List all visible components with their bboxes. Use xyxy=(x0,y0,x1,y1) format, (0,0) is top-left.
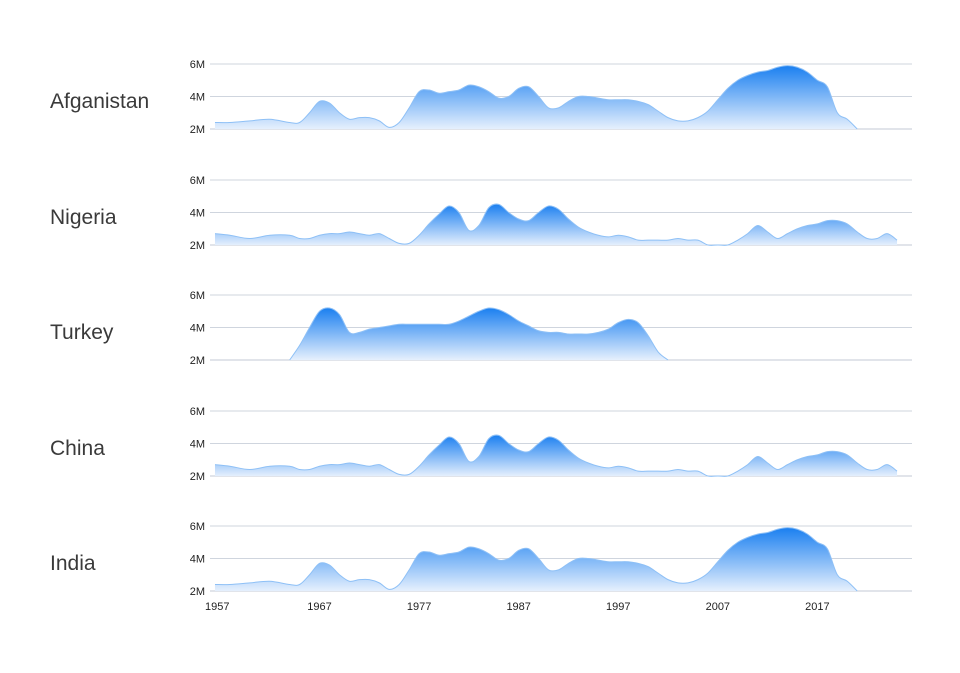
y-tick-label: 6M xyxy=(190,521,205,533)
series-area xyxy=(214,435,898,477)
y-tick-label: 2M xyxy=(190,355,205,367)
panel-nigeria: 2M 4M 6M Nigeria xyxy=(50,175,912,252)
y-tick-label: 2M xyxy=(190,124,205,136)
y-tick-label: 6M xyxy=(190,175,205,187)
x-tick-label: 1967 xyxy=(307,601,331,613)
x-tick-label: 1977 xyxy=(407,601,431,613)
panel-turkey: 2M 4M 6M Turkey xyxy=(50,290,912,367)
chart-panels: 2M 4M 6M Afganistan 2M 4M 6M Nigeria 2M 4M 6M Turke… xyxy=(50,59,912,598)
series-label: China xyxy=(50,437,105,460)
series-area xyxy=(214,527,858,591)
y-tick-label: 6M xyxy=(190,290,205,302)
series-label: India xyxy=(50,552,96,575)
series-line xyxy=(289,307,669,361)
y-tick-label: 4M xyxy=(190,554,205,566)
panel-afganistan: 2M 4M 6M Afganistan xyxy=(50,59,912,136)
y-tick-label: 6M xyxy=(190,406,205,418)
x-tick-label: 1987 xyxy=(506,601,530,613)
panel-china: 2M 4M 6M China xyxy=(50,406,912,483)
x-tick-label: 1997 xyxy=(606,601,630,613)
y-tick-label: 4M xyxy=(190,323,205,335)
series-line xyxy=(214,203,898,246)
y-tick-label: 4M xyxy=(190,208,205,220)
series-label: Nigeria xyxy=(50,206,117,229)
series-area xyxy=(289,307,669,360)
x-tick-label: 2007 xyxy=(706,601,730,613)
series-line xyxy=(214,65,858,130)
series-area xyxy=(214,204,898,246)
series-label: Turkey xyxy=(50,321,114,344)
panel-india: 2M 4M 6M India xyxy=(50,521,912,598)
y-tick-label: 4M xyxy=(190,439,205,451)
y-tick-label: 2M xyxy=(190,240,205,252)
y-tick-label: 6M xyxy=(190,59,205,71)
series-line xyxy=(214,434,898,477)
series-area xyxy=(214,65,858,129)
y-tick-label: 2M xyxy=(190,471,205,483)
x-tick-label: 1957 xyxy=(205,601,229,613)
y-tick-label: 4M xyxy=(190,92,205,104)
series-label: Afganistan xyxy=(50,90,149,113)
x-tick-label: 2017 xyxy=(805,601,829,613)
y-tick-label: 2M xyxy=(190,586,205,598)
x-axis: 1957 1967 1977 1987 1997 2007 2017 xyxy=(205,601,830,613)
series-line xyxy=(214,527,858,592)
